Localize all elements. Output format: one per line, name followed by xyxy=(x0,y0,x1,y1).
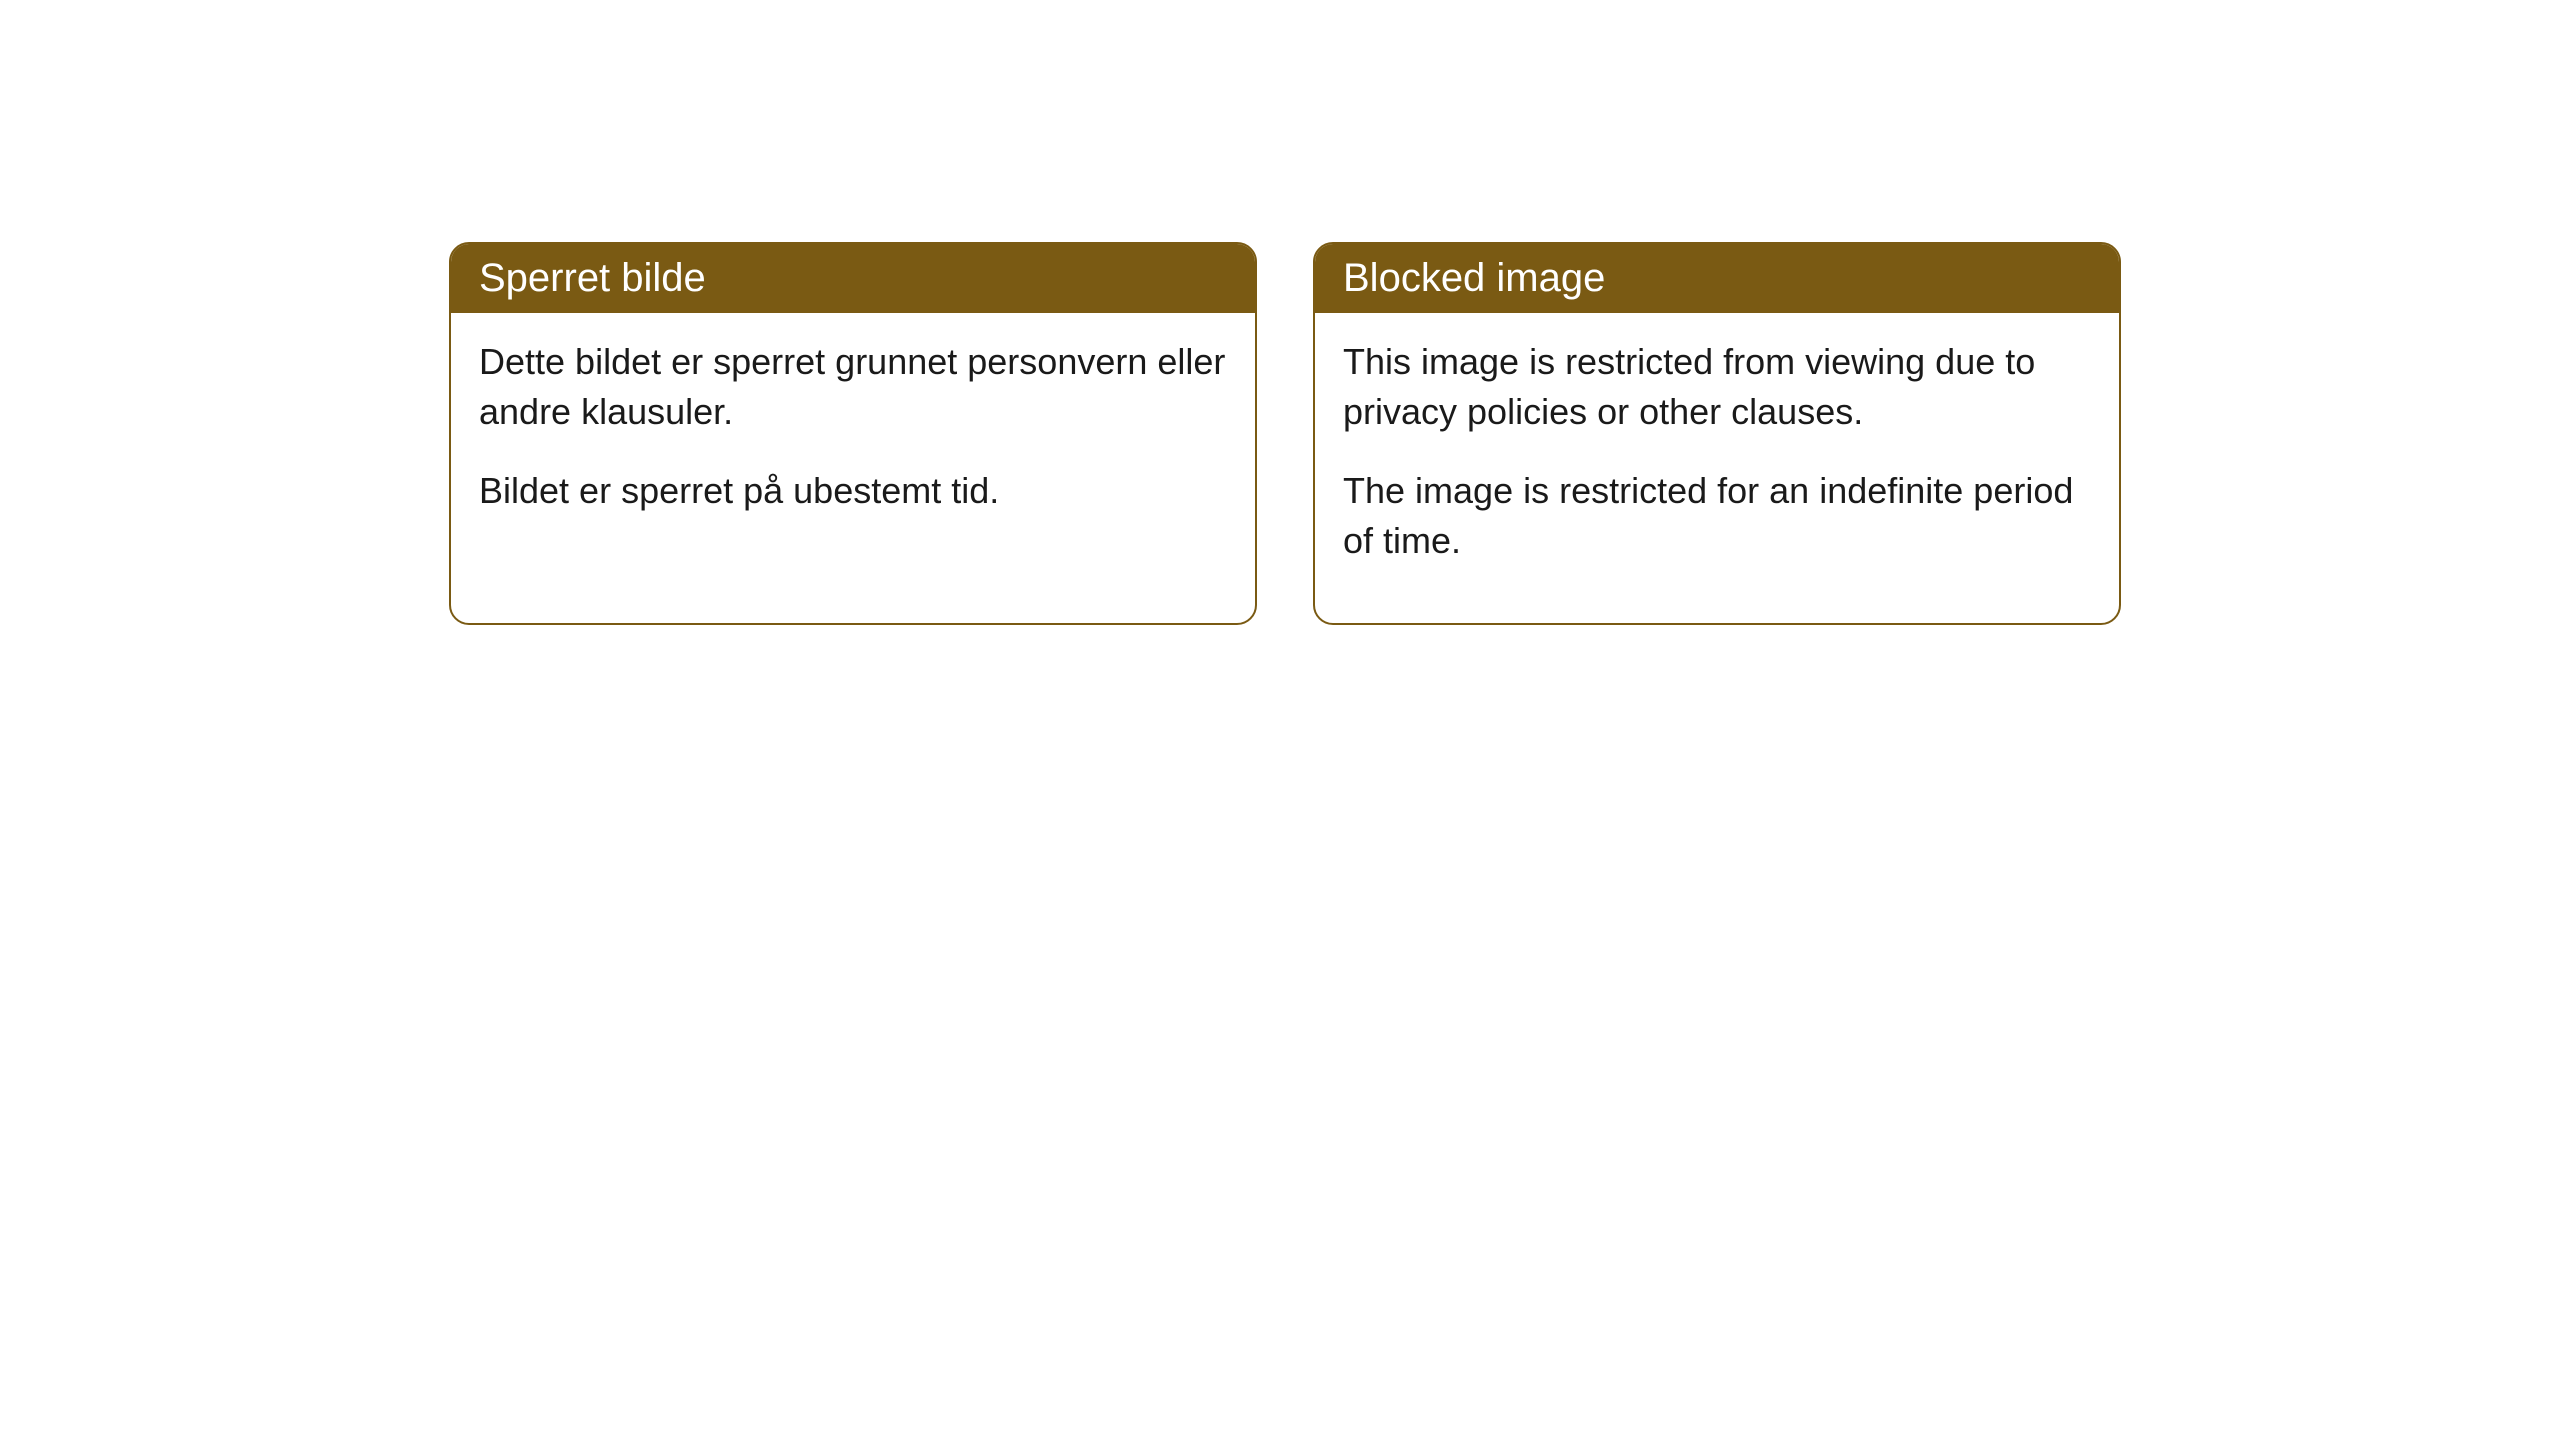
notice-header-english: Blocked image xyxy=(1315,244,2119,313)
notice-card-norwegian: Sperret bilde Dette bildet er sperret gr… xyxy=(449,242,1257,625)
notice-title-norwegian: Sperret bilde xyxy=(479,256,706,300)
notice-body-norwegian: Dette bildet er sperret grunnet personve… xyxy=(451,313,1255,572)
notice-header-norwegian: Sperret bilde xyxy=(451,244,1255,313)
notice-paragraph-1-norwegian: Dette bildet er sperret grunnet personve… xyxy=(479,337,1227,438)
notice-title-english: Blocked image xyxy=(1343,256,1605,300)
notice-container: Sperret bilde Dette bildet er sperret gr… xyxy=(449,242,2121,625)
notice-body-english: This image is restricted from viewing du… xyxy=(1315,313,2119,623)
notice-paragraph-1-english: This image is restricted from viewing du… xyxy=(1343,337,2091,438)
notice-paragraph-2-english: The image is restricted for an indefinit… xyxy=(1343,466,2091,567)
notice-card-english: Blocked image This image is restricted f… xyxy=(1313,242,2121,625)
notice-paragraph-2-norwegian: Bildet er sperret på ubestemt tid. xyxy=(479,466,1227,516)
